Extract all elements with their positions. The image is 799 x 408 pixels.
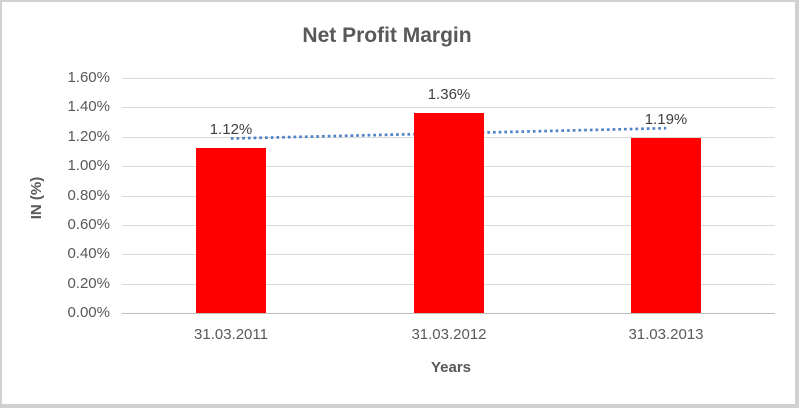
x-tick-label: 31.03.2013 xyxy=(628,326,704,343)
y-tick-label: 0.00% xyxy=(67,304,110,321)
y-tick-label: 1.00% xyxy=(67,157,110,174)
plot-area: 1.12% 1.36% 1.19% xyxy=(122,78,775,314)
gridline xyxy=(122,78,775,79)
bar-value-label: 1.36% xyxy=(427,86,471,103)
y-tick-label: 0.20% xyxy=(67,275,110,292)
x-axis-title: Years xyxy=(430,359,472,376)
bar-31.03.2012 xyxy=(414,113,484,313)
bar-31.03.2013 xyxy=(631,138,701,313)
y-tick-label: 1.20% xyxy=(67,128,110,145)
bar-value-label: 1.19% xyxy=(644,111,688,128)
chart-title: Net Profit Margin xyxy=(302,24,472,47)
x-tick-label: 31.03.2011 xyxy=(194,326,268,343)
y-tick-label: 0.80% xyxy=(67,187,110,204)
y-tick-label: 0.40% xyxy=(67,245,110,262)
x-tick-label: 31.03.2012 xyxy=(411,326,487,343)
y-tick-label: 0.60% xyxy=(67,216,110,233)
x-axis-line xyxy=(122,313,775,314)
y-tick-label: 1.40% xyxy=(67,98,110,115)
gridline xyxy=(122,107,775,108)
y-tick-label: 1.60% xyxy=(67,69,110,86)
bar-31.03.2011 xyxy=(196,148,266,313)
bar-value-label: 1.12% xyxy=(209,121,253,138)
